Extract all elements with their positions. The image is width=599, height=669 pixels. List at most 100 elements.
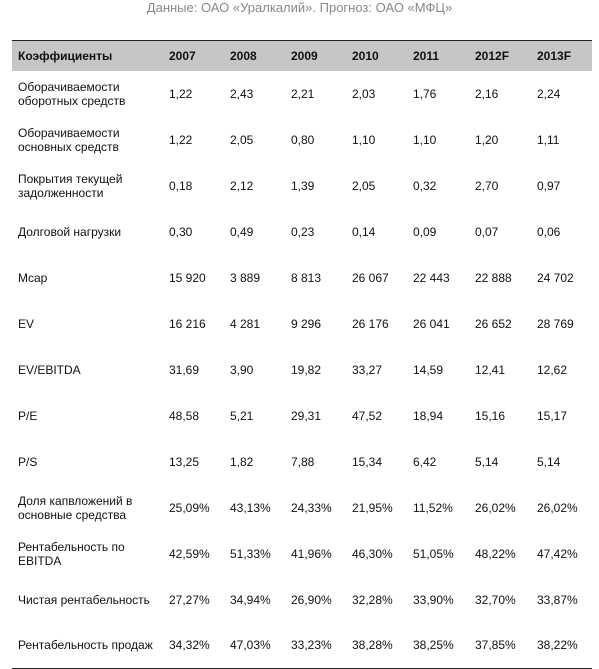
value-cell: 41,96% [291, 546, 332, 561]
header-cell: 2009 [291, 48, 318, 63]
header-cell: 2007 [169, 48, 196, 63]
value-cell: 26 067 [352, 270, 389, 285]
value-cell: 34,32% [169, 638, 210, 653]
header-cell: 2013F [537, 48, 572, 63]
value-cell: 26,02% [475, 500, 516, 515]
value-cell: 1,22 [169, 132, 193, 147]
value-cell: 0,07 [475, 224, 499, 239]
value-cell: 14,59 [413, 362, 444, 377]
value-cell: 0,18 [169, 178, 193, 193]
value-cell: 26 041 [413, 316, 450, 331]
row-label: Покрытия текущей задолженности [18, 171, 123, 200]
value-cell: 16 216 [169, 316, 206, 331]
header-cell: 2012F [475, 48, 510, 63]
value-cell: 1,20 [475, 132, 499, 147]
value-cell: 9 296 [291, 316, 322, 331]
table-row: Чистая рентабельность 27,27% 34,94% 26,90% 3… [12, 577, 592, 623]
value-cell: 12,62 [537, 362, 568, 377]
row-label: EV/EBITDA [18, 362, 81, 377]
value-cell: 12,41 [475, 362, 506, 377]
row-label: Рентабельность продаж [18, 638, 153, 653]
value-cell: 1,39 [291, 178, 315, 193]
value-cell: 47,52 [352, 408, 383, 423]
value-cell: 19,82 [291, 362, 322, 377]
row-label: Mcap [18, 270, 48, 285]
page: Данные: ОАО «Уралкалий». Прогноз: ОАО «М… [12, 0, 592, 669]
value-cell: 13,25 [169, 454, 200, 469]
value-cell: 1,10 [413, 132, 437, 147]
table-row: Оборачиваемости основных средств 1,22 2,05… [12, 117, 592, 163]
value-cell: 2,70 [475, 178, 499, 193]
value-cell: 7,88 [291, 454, 315, 469]
header-cell: 2010 [352, 48, 379, 63]
value-cell: 28 769 [537, 316, 574, 331]
value-cell: 5,14 [537, 454, 561, 469]
header-cell: 2011 [413, 48, 440, 63]
value-cell: 0,23 [291, 224, 315, 239]
value-cell: 32,28% [352, 592, 393, 607]
value-cell: 26,02% [537, 500, 578, 515]
table-row: EV 16 216 4 281 9 296 26 176 26 041 26 652 28 7… [12, 301, 592, 347]
value-cell: 2,12 [230, 178, 254, 193]
value-cell: 32,70% [475, 592, 516, 607]
value-cell: 18,94 [413, 408, 444, 423]
value-cell: 1,82 [230, 454, 254, 469]
table-row: P/S 13,25 1,82 7,88 15,34 6,42 5,14 5,14 [12, 439, 592, 485]
value-cell: 2,05 [230, 132, 254, 147]
row-label: Оборачиваемости оборотных средств [18, 79, 126, 108]
value-cell: 24,33% [291, 500, 332, 515]
value-cell: 15,17 [537, 408, 568, 423]
header-row: Коэффициенты 2007 2008 2009 2010 2011 2012F 201… [12, 40, 592, 71]
value-cell: 27,27% [169, 592, 210, 607]
table-row: Рентабельность по EBITDA 42,59% 51,33% 41,9… [12, 531, 592, 577]
value-cell: 26 176 [352, 316, 389, 331]
header-cell: Коэффициенты [18, 48, 113, 63]
table-row: Покрытия текущей задолженности 0,18 2,12 1,… [12, 163, 592, 209]
value-cell: 29,31 [291, 408, 322, 423]
value-cell: 47,03% [230, 638, 271, 653]
value-cell: 1,10 [352, 132, 376, 147]
value-cell: 33,87% [537, 592, 578, 607]
value-cell: 24 702 [537, 270, 574, 285]
value-cell: 37,85% [475, 638, 516, 653]
value-cell: 47,42% [537, 546, 578, 561]
value-cell: 4 281 [230, 316, 261, 331]
value-cell: 1,22 [169, 86, 193, 101]
value-cell: 51,33% [230, 546, 271, 561]
value-cell: 8 813 [291, 270, 322, 285]
value-cell: 22 888 [475, 270, 512, 285]
value-cell: 21,95% [352, 500, 393, 515]
table-row: P/E 48,58 5,21 29,31 47,52 18,94 15,16 15,17 [12, 393, 592, 439]
value-cell: 2,03 [352, 86, 376, 101]
row-label: EV [18, 316, 35, 331]
value-cell: 26,90% [291, 592, 332, 607]
value-cell: 11,52% [413, 500, 453, 515]
value-cell: 2,16 [475, 86, 499, 101]
value-cell: 38,22% [537, 638, 578, 653]
value-cell: 33,27 [352, 362, 383, 377]
table-row: Доля капвложений в основные средства 25,0… [12, 485, 592, 531]
table-row: EV/EBITDA 31,69 3,90 19,82 33,27 14,59 12,41 12… [12, 347, 592, 393]
row-label: Долговой нагрузки [18, 224, 122, 239]
value-cell: 0,97 [537, 178, 561, 193]
value-cell: 26 652 [475, 316, 512, 331]
ratios-table: Коэффициенты 2007 2008 2009 2010 2011 2012F 201… [12, 40, 592, 669]
caption: Данные: ОАО «Уралкалий». Прогноз: ОАО «М… [146, 0, 453, 15]
value-cell: 43,13% [230, 500, 271, 515]
table-row: Рентабельность продаж 34,32% 47,03% 33,23% 3… [12, 623, 592, 669]
value-cell: 0,49 [230, 224, 254, 239]
row-label: Чистая рентабельность [18, 592, 150, 607]
value-cell: 2,24 [537, 86, 561, 101]
value-cell: 2,21 [291, 86, 315, 101]
value-cell: 25,09% [169, 500, 210, 515]
value-cell: 1,76 [413, 86, 437, 101]
row-label: Рентабельность по EBITDA [18, 539, 125, 568]
value-cell: 34,94% [230, 592, 271, 607]
value-cell: 15,34 [352, 454, 383, 469]
value-cell: 33,90% [413, 592, 454, 607]
value-cell: 48,58 [169, 408, 200, 423]
table-row: Mcap 15 920 3 889 8 813 26 067 22 443 22 888 24… [12, 255, 592, 301]
value-cell: 0,09 [413, 224, 437, 239]
value-cell: 5,21 [230, 408, 254, 423]
value-cell: 15,16 [475, 408, 506, 423]
